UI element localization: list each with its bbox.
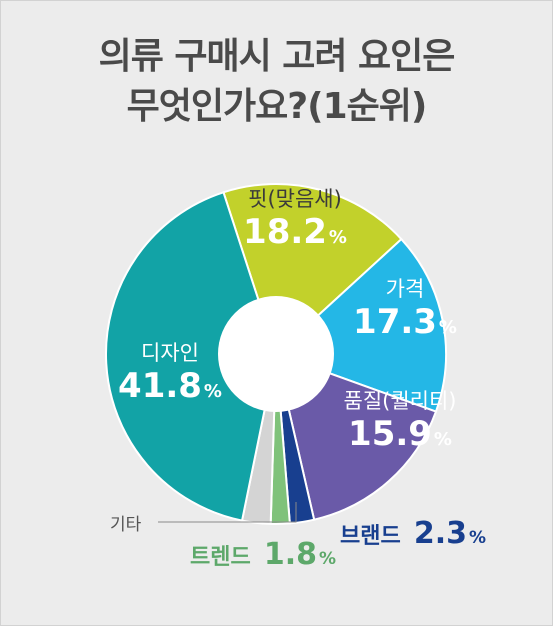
label-fit: 핏(맞음새) 18.2% — [225, 186, 365, 258]
pie-slice-design — [104, 191, 278, 522]
label-other: 기타 — [110, 510, 141, 535]
label-trend: 트렌드 1.8% — [190, 535, 336, 579]
label-price-value: 17.3% — [353, 302, 457, 342]
label-design: 디자인 41.8% — [100, 340, 240, 412]
title-line-1: 의류 구매시 고려 요인은 — [98, 36, 456, 77]
label-brand-value: 2.3% — [413, 516, 487, 551]
label-price-name: 가격 — [385, 277, 425, 301]
label-brand: 브랜드 2.3% — [340, 514, 486, 558]
label-design-name: 디자인 — [141, 341, 199, 365]
title-line-2: 무엇인가요?(1순위) — [126, 86, 428, 127]
label-trend-value: 1.8% — [263, 537, 337, 572]
chart-title: 의류 구매시 고려 요인은 무엇인가요?(1순위) — [0, 32, 553, 132]
label-quality: 품질(퀄리티) 15.9% — [320, 388, 480, 460]
label-quality-name: 품질(퀄리티) — [343, 389, 457, 413]
label-brand-name: 브랜드 — [340, 524, 401, 549]
label-design-value: 41.8% — [118, 366, 222, 406]
label-quality-value: 15.9% — [348, 414, 452, 454]
label-fit-name: 핏(맞음새) — [248, 187, 342, 211]
other-leader-line — [158, 502, 297, 523]
label-price: 가격 17.3% — [340, 276, 470, 348]
label-other-name: 기타 — [110, 515, 142, 535]
label-fit-value: 18.2% — [243, 212, 347, 252]
donut-center — [218, 296, 334, 412]
label-trend-name: 트렌드 — [190, 545, 251, 570]
